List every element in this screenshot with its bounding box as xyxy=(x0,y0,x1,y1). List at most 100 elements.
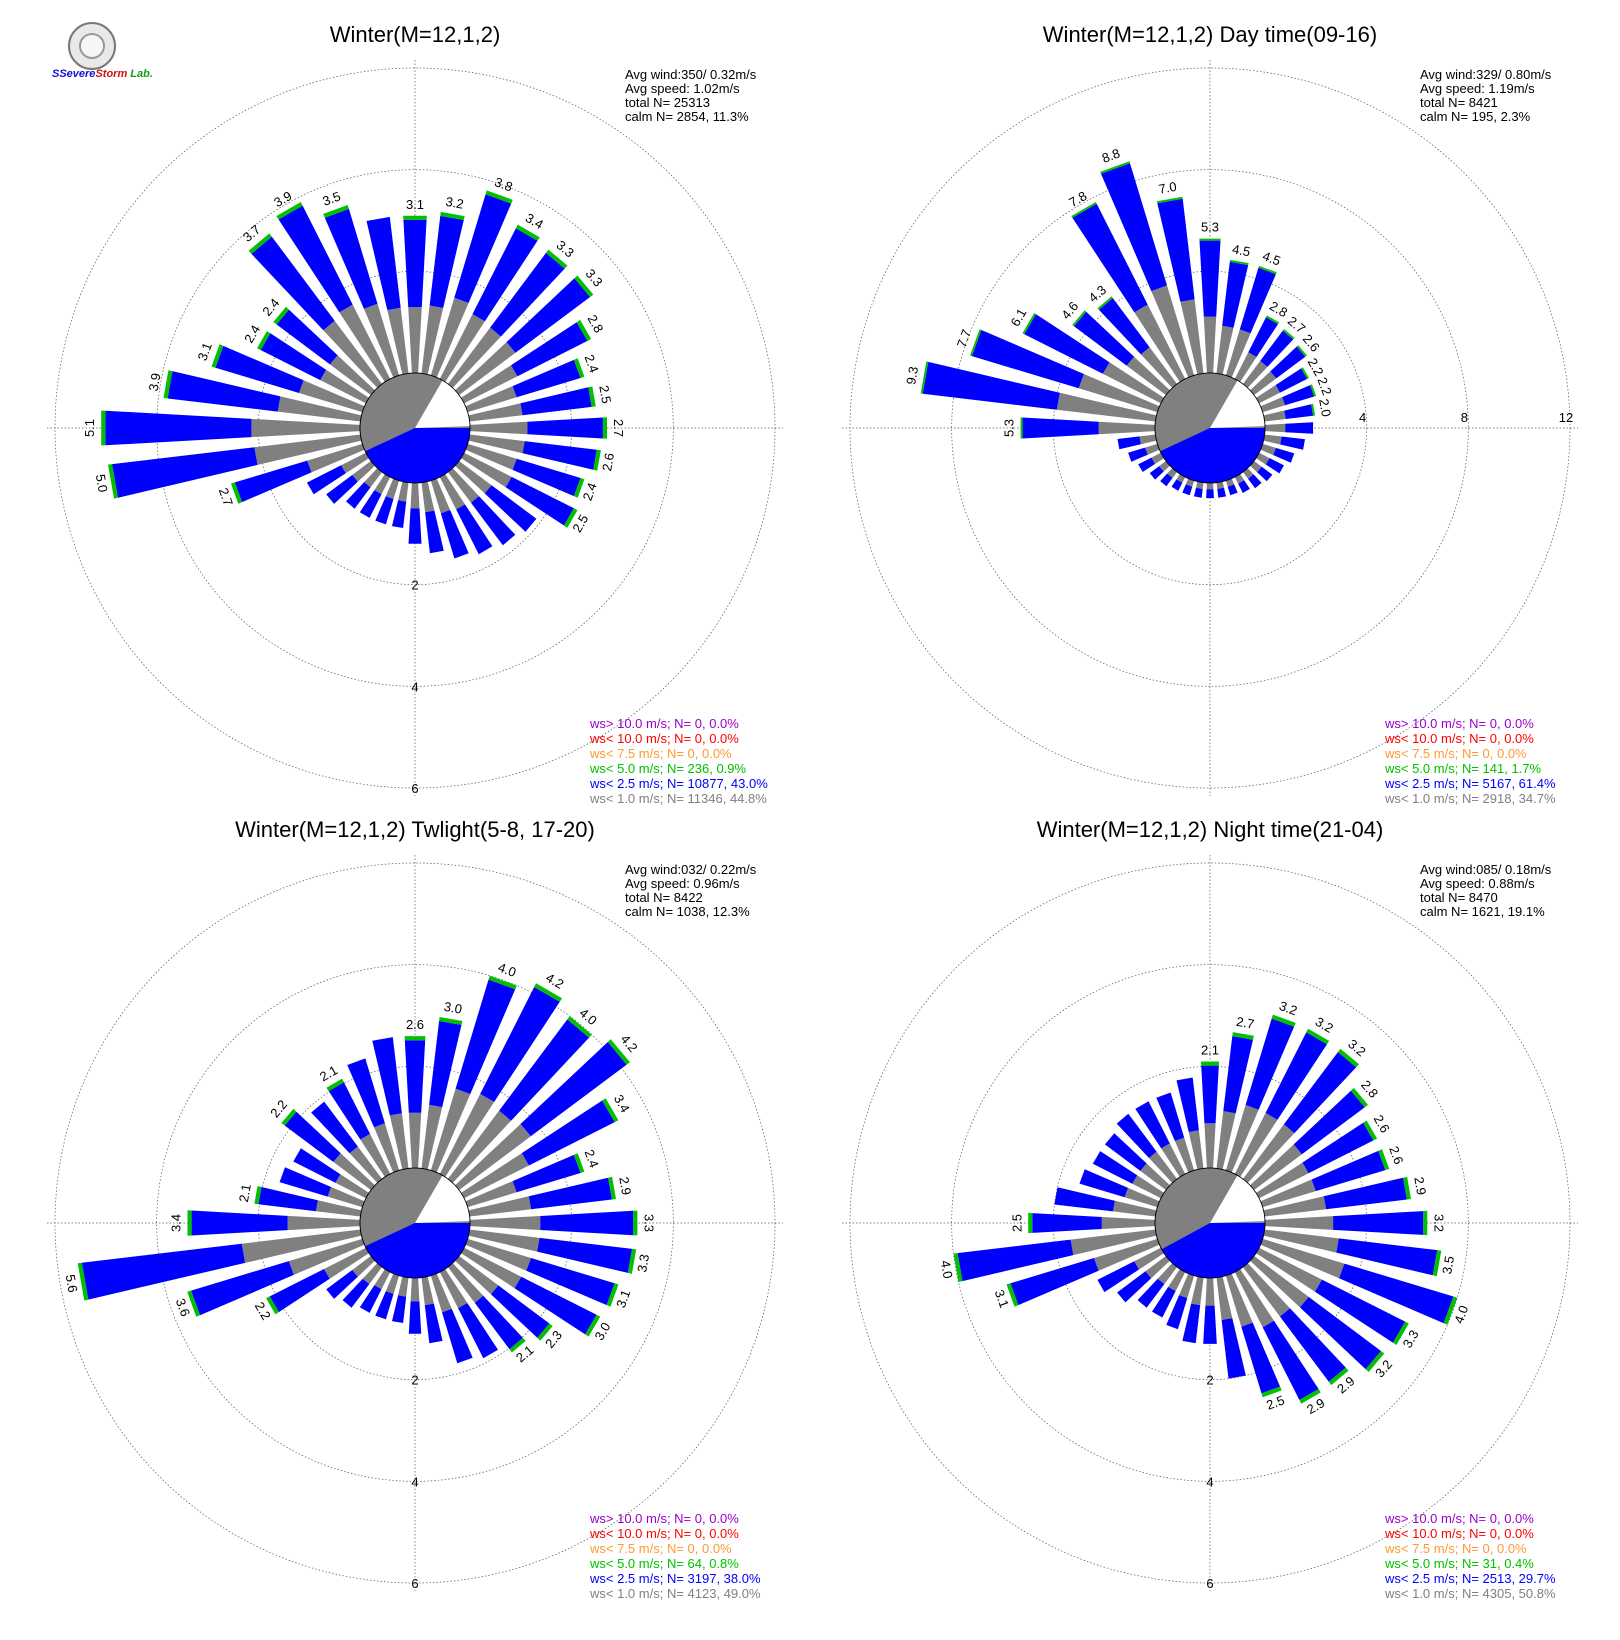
bar-segment-ws-lt-2-5 xyxy=(521,1100,615,1166)
bar-segment-ws-lt-2-5 xyxy=(1238,480,1250,493)
bar-segment-ws-lt-5 xyxy=(546,249,568,269)
bar-segment-ws-lt-1 xyxy=(468,403,523,422)
bar-segment-ws-lt-2-5 xyxy=(1117,436,1141,450)
bar-segment-ws-lt-1 xyxy=(465,443,517,470)
bar-segment-ws-lt-2-5 xyxy=(1302,1122,1374,1174)
bar-segment-ws-lt-5 xyxy=(1393,1321,1409,1345)
bar-segment-ws-lt-5 xyxy=(1296,345,1307,357)
bar-segment-ws-lt-1 xyxy=(1256,1162,1309,1199)
legend-entry: ws< 2.5 m/s; N= 5167, 61.4% xyxy=(1384,776,1556,791)
bar-segment-ws-lt-5 xyxy=(108,464,118,499)
bar-value-label: 2.6 xyxy=(1386,1144,1406,1166)
bar-segment-ws-lt-2-5 xyxy=(278,205,353,313)
bar-segment-ws-lt-1 xyxy=(1151,285,1195,378)
bar-value-label: 5.3 xyxy=(1201,220,1219,235)
bar-value-label: 3.2 xyxy=(1277,998,1299,1018)
bar-segment-ws-lt-1 xyxy=(447,327,501,388)
calm-blue-share xyxy=(365,1223,470,1278)
bar-segment-ws-lt-1 xyxy=(241,1229,362,1263)
bar-segment-ws-lt-2-5 xyxy=(971,330,1084,389)
bar-segment-ws-lt-1 xyxy=(461,1247,522,1289)
bar-segment-ws-lt-1 xyxy=(1151,452,1164,464)
bar-segment-ws-lt-2-5 xyxy=(347,1058,385,1128)
bar-segment-ws-lt-1 xyxy=(469,1216,541,1230)
bar-segment-ws-lt-1 xyxy=(455,460,492,494)
bar-segment-ws-lt-1 xyxy=(421,1276,434,1306)
bar-segment-ws-lt-1 xyxy=(1264,423,1286,433)
bar-segment-ws-lt-1 xyxy=(385,1273,400,1294)
stats-line: Avg wind:085/ 0.18m/s xyxy=(1420,862,1552,877)
bar-segment-ws-lt-5 xyxy=(953,1253,963,1282)
bar-segment-ws-lt-1 xyxy=(1225,478,1235,487)
bar-value-label: 2.9 xyxy=(616,1176,634,1196)
bar-segment-ws-lt-2-5 xyxy=(424,1303,443,1344)
bar-segment-ws-lt-1 xyxy=(1078,374,1160,413)
bar-value-label: 2.0 xyxy=(1316,398,1334,418)
bar-segment-ws-lt-2-5 xyxy=(490,1285,550,1338)
bar-segment-ws-lt-2-5 xyxy=(1138,457,1155,472)
bar-segment-ws-lt-1 xyxy=(439,1269,468,1309)
calm-disc xyxy=(359,372,471,484)
bar-value-label: 2.2 xyxy=(1314,375,1334,397)
bar-segment-ws-lt-1 xyxy=(389,1113,409,1170)
calm-blue-share xyxy=(365,428,470,483)
bar-segment-ws-lt-2-5 xyxy=(403,219,427,307)
bar-segment-ws-lt-5 xyxy=(1338,1048,1359,1068)
bar-segment-ws-lt-1 xyxy=(1234,1269,1274,1328)
bar-segment-ws-lt-1 xyxy=(1256,385,1281,404)
bar-segment-ws-lt-1 xyxy=(288,1238,365,1275)
bar-segment-ws-lt-1 xyxy=(315,1200,362,1217)
legend-entry: ws< 10.0 m/s; N= 0, 0.0% xyxy=(589,731,739,746)
ring-tick-label: 8 xyxy=(1461,410,1468,425)
bar-value-label: 2.5 xyxy=(1264,1392,1286,1412)
calm-white-share xyxy=(415,380,470,428)
bar-segment-ws-lt-5 xyxy=(101,410,106,446)
bar-segment-ws-lt-2-5 xyxy=(1265,458,1284,474)
stats-line: total N= 25313 xyxy=(625,95,710,110)
bar-segment-ws-lt-5 xyxy=(1310,384,1317,397)
bar-segment-ws-lt-2-5 xyxy=(404,1040,426,1113)
bar-segment-ws-lt-2-5 xyxy=(1203,1305,1217,1344)
legend-entry: ws< 10.0 m/s; N= 0, 0.0% xyxy=(1384,1526,1534,1541)
legend-entry: ws< 7.5 m/s; N= 0, 0.0% xyxy=(589,1541,732,1556)
bar-segment-ws-lt-1 xyxy=(430,478,451,514)
bar-segment-ws-lt-1 xyxy=(1134,304,1186,382)
bar-value-label: 2.5 xyxy=(1009,1214,1024,1232)
legend-entry: ws< 1.0 m/s; N= 4123, 49.0% xyxy=(589,1586,761,1601)
bar-segment-ws-lt-2-5 xyxy=(1262,1320,1319,1400)
bar-segment-ws-lt-2-5 xyxy=(512,1154,581,1193)
bar-segment-ws-lt-5 xyxy=(1006,1283,1019,1307)
bar-segment-ws-lt-2-5 xyxy=(1217,487,1226,498)
bar-segment-ws-lt-5 xyxy=(323,205,349,218)
bar-value-label: 2.1 xyxy=(236,1183,254,1203)
calm-blue-share xyxy=(1160,428,1265,483)
bar-segment-ws-lt-2-5 xyxy=(1221,1318,1246,1379)
bar-segment-ws-lt-2-5 xyxy=(1166,1295,1188,1330)
bar-segment-ws-lt-1 xyxy=(1203,316,1217,374)
bar-segment-ws-lt-2-5 xyxy=(1157,198,1195,302)
legend-entry: ws< 5.0 m/s; N= 236, 0.9% xyxy=(589,761,747,776)
chart-title: Winter(M=12,1,2) Night time(21-04) xyxy=(1037,817,1384,842)
bar-segment-ws-lt-5 xyxy=(588,386,596,407)
bar-segment-ws-lt-1 xyxy=(447,1263,484,1303)
bar-value-label: 8.8 xyxy=(1100,146,1122,166)
bar-segment-ws-lt-5 xyxy=(1301,367,1309,379)
bar-segment-ws-lt-2-5 xyxy=(425,510,444,554)
bar-value-label: 3.1 xyxy=(992,1288,1012,1310)
bar-segment-ws-lt-5 xyxy=(187,1290,200,1317)
bar-segment-ws-lt-2-5 xyxy=(346,482,371,509)
bar-segment-ws-lt-2-5 xyxy=(537,1237,633,1273)
bar-segment-ws-lt-5 xyxy=(1266,315,1280,325)
bar-segment-ws-lt-1 xyxy=(1225,1273,1253,1327)
bar-segment-ws-lt-5 xyxy=(440,211,465,220)
bar-segment-ws-lt-1 xyxy=(1101,1217,1156,1229)
bar-value-label: 3.8 xyxy=(493,174,515,194)
bar-segment-ws-lt-5 xyxy=(1311,403,1316,416)
bar-segment-ws-lt-1 xyxy=(1216,481,1224,489)
bar-segment-ws-lt-5 xyxy=(439,1017,463,1025)
bar-segment-ws-lt-2-5 xyxy=(1201,1065,1219,1124)
bar-segment-ws-lt-1 xyxy=(374,1123,400,1173)
calm-disc-outline xyxy=(359,372,471,484)
bar-segment-ws-lt-1 xyxy=(1113,1200,1157,1217)
bar-segment-ws-lt-2-5 xyxy=(1072,203,1148,313)
